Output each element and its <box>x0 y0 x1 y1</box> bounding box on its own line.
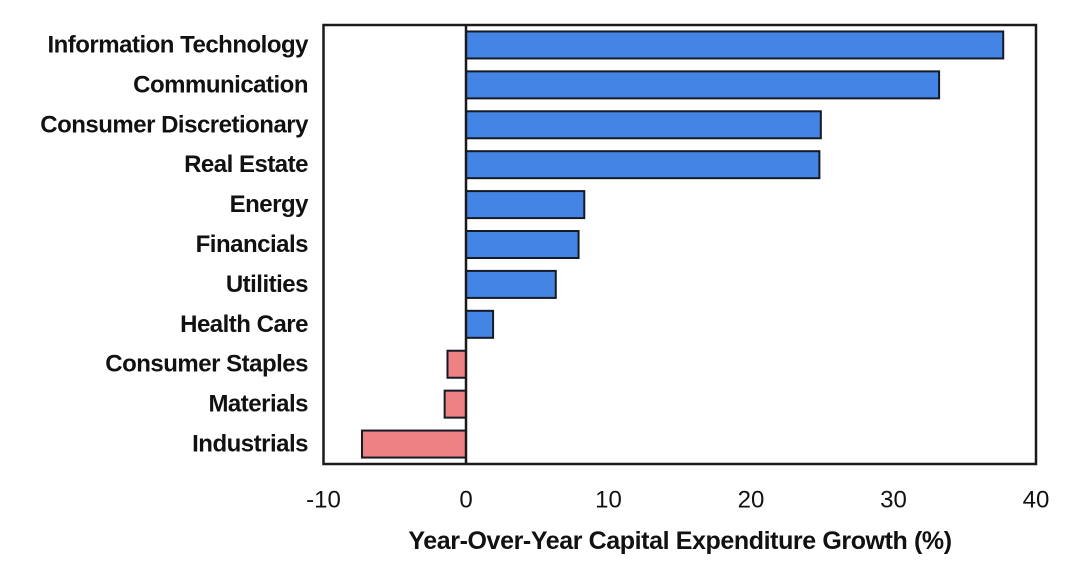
category-label-materials: Materials <box>208 391 308 418</box>
bar-energy <box>465 190 586 220</box>
category-label-energy: Energy <box>230 191 310 218</box>
axes-layer <box>322 23 1038 466</box>
category-label-consumer-discretionary: Consumer Discretionary <box>40 111 309 138</box>
category-label-information-technology: Information Technology <box>47 31 309 58</box>
x-tick-label-0: 0 <box>459 487 472 514</box>
bar-materials <box>443 389 467 419</box>
category-label-utilities: Utilities <box>226 271 308 298</box>
bar-financials <box>465 230 580 259</box>
bar-consumer-discretionary <box>465 110 822 140</box>
x-tick-label-30: 30 <box>880 487 907 514</box>
category-label-health-care: Health Care <box>180 311 308 338</box>
x-tick-label-40: 40 <box>1023 487 1050 514</box>
bar-consumer-staples <box>446 349 468 379</box>
category-label-financials: Financials <box>196 231 309 258</box>
x-tick-label-10: 10 <box>595 487 622 514</box>
category-labels: Information Technology Communication Consu… <box>40 31 309 457</box>
bar-industrials <box>360 429 468 459</box>
category-label-industrials: Industrials <box>192 431 308 458</box>
plot-border <box>322 23 1038 466</box>
x-tick-label-20: 20 <box>738 487 765 514</box>
x-axis-title: Year-Over-Year Capital Expenditure Growt… <box>408 527 951 555</box>
bar-health-care <box>465 309 495 339</box>
category-label-communication: Communication <box>133 71 308 98</box>
x-tick-label-neg10: -10 <box>306 487 341 514</box>
category-label-real-estate: Real Estate <box>184 151 308 178</box>
bar-information-technology <box>465 30 1005 60</box>
bars-layer <box>360 30 1005 459</box>
category-label-consumer-staples: Consumer Staples <box>105 351 308 378</box>
bar-communication <box>465 70 941 100</box>
bar-utilities <box>465 269 557 299</box>
x-tick-labels: -10 0 10 20 30 40 <box>306 487 1049 514</box>
bar-real-estate <box>465 150 821 180</box>
